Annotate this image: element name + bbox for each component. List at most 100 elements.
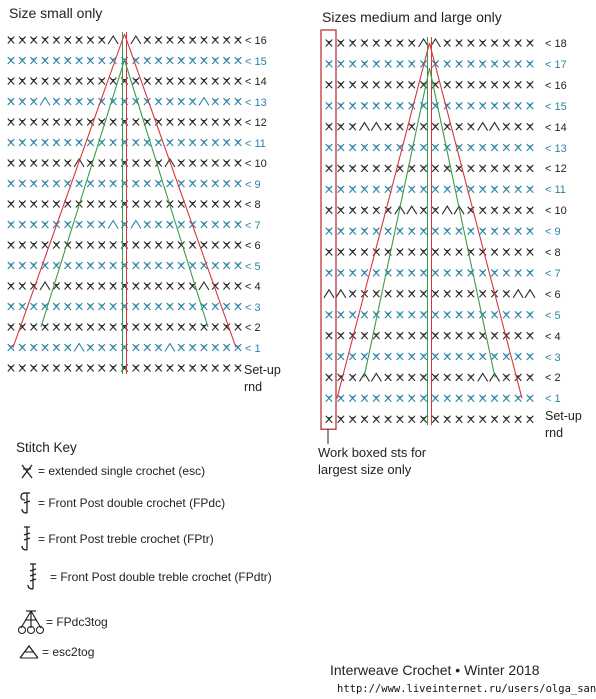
esc-stitch bbox=[109, 118, 117, 126]
esc-stitch bbox=[431, 122, 440, 131]
setup-label-line2: rnd bbox=[545, 426, 564, 440]
esc-stitch bbox=[41, 200, 49, 208]
esc-stitch bbox=[18, 323, 27, 331]
esc-stitch bbox=[479, 394, 487, 403]
esc-stitch bbox=[41, 77, 49, 85]
esc-stitch bbox=[41, 302, 49, 311]
esc-stitch bbox=[7, 179, 15, 188]
fpdc3tog-symbol-icon bbox=[17, 610, 45, 635]
esc-stitch bbox=[52, 118, 61, 126]
esc-stitch bbox=[166, 302, 174, 311]
esc-stitch bbox=[396, 331, 404, 340]
esc-stitch bbox=[337, 331, 345, 340]
esc-stitch bbox=[86, 364, 95, 372]
esc-stitch bbox=[234, 323, 242, 331]
esc-stitch bbox=[166, 118, 174, 126]
esc2tog-stitch bbox=[370, 372, 382, 382]
esc-stitch bbox=[337, 394, 345, 403]
esc-stitch bbox=[348, 80, 357, 89]
esc-stitch bbox=[98, 159, 106, 167]
esc-stitch bbox=[372, 80, 380, 89]
esc-stitch bbox=[30, 56, 38, 65]
esc-stitch bbox=[419, 164, 428, 173]
esc-stitch bbox=[467, 310, 475, 319]
esc-stitch bbox=[188, 118, 197, 126]
esc-stitch bbox=[86, 323, 95, 331]
esc2tog-stitch bbox=[441, 205, 453, 215]
esc-stitch bbox=[502, 227, 511, 235]
esc-stitch bbox=[455, 331, 463, 340]
esc-stitch bbox=[211, 343, 219, 352]
esc2tog-stitch bbox=[164, 342, 176, 352]
esc-stitch bbox=[325, 331, 333, 340]
esc-stitch bbox=[98, 282, 106, 290]
esc-stitch bbox=[52, 138, 61, 147]
chart-ml-setup-label: Set-up rnd bbox=[545, 408, 582, 442]
esc-stitch bbox=[514, 269, 522, 277]
esc-stitch bbox=[86, 241, 95, 249]
esc-stitch bbox=[109, 200, 117, 208]
row-label: < 8 bbox=[545, 247, 561, 259]
esc2tog-stitch bbox=[73, 157, 85, 168]
esc-stitch bbox=[7, 159, 15, 167]
esc-stitch bbox=[234, 261, 242, 270]
esc-stitch bbox=[419, 269, 428, 277]
esc-stitch bbox=[200, 179, 208, 188]
row-label: < 10 bbox=[545, 205, 567, 218]
esc2tog-stitch bbox=[73, 342, 85, 352]
esc-stitch bbox=[166, 323, 174, 331]
esc-stitch bbox=[325, 185, 333, 194]
esc-stitch bbox=[177, 77, 185, 85]
esc-stitch bbox=[75, 282, 83, 290]
esc-stitch bbox=[502, 415, 511, 424]
esc-stitch bbox=[132, 138, 140, 147]
esc2tog-stitch bbox=[524, 288, 536, 299]
esc-stitch bbox=[337, 101, 345, 110]
esc-stitch bbox=[7, 77, 15, 85]
esc-stitch bbox=[325, 60, 333, 68]
esc-stitch bbox=[325, 164, 333, 173]
right-inner-post bbox=[123, 59, 209, 328]
esc-stitch bbox=[408, 80, 416, 89]
esc-stitch bbox=[337, 143, 345, 152]
esc-stitch bbox=[360, 206, 369, 215]
esc-stitch bbox=[348, 269, 357, 277]
esc-stitch bbox=[132, 282, 140, 290]
esc-stitch bbox=[396, 373, 404, 382]
esc-stitch bbox=[234, 364, 242, 372]
stitch-key-title: Stitch Key bbox=[16, 440, 77, 455]
esc-stitch bbox=[154, 138, 163, 147]
esc-stitch bbox=[479, 310, 487, 319]
esc-stitch bbox=[360, 227, 369, 235]
esc-stitch bbox=[479, 60, 487, 68]
esc-stitch bbox=[396, 227, 404, 235]
esc-stitch bbox=[360, 143, 369, 152]
esc-stitch bbox=[188, 159, 197, 167]
esc-stitch bbox=[337, 352, 345, 361]
esc-stitch bbox=[372, 394, 380, 403]
esc2tog-stitch bbox=[418, 37, 430, 48]
esc-stitch bbox=[443, 39, 451, 47]
esc-stitch bbox=[408, 185, 416, 194]
esc-stitch bbox=[348, 122, 357, 131]
esc-stitch bbox=[408, 269, 416, 277]
esc-stitch bbox=[109, 56, 117, 65]
row-label: < 1 bbox=[545, 393, 561, 406]
esc-stitch bbox=[419, 415, 428, 424]
esc2tog-stitch bbox=[39, 96, 51, 106]
esc-stitch bbox=[41, 118, 49, 126]
esc-stitch bbox=[234, 282, 242, 290]
esc-stitch bbox=[467, 415, 475, 424]
esc-stitch bbox=[372, 289, 380, 298]
esc-stitch bbox=[30, 302, 38, 311]
esc-stitch bbox=[7, 241, 15, 249]
esc-stitch bbox=[52, 56, 61, 65]
esc-stitch bbox=[154, 159, 163, 167]
esc-stitch bbox=[479, 227, 487, 235]
esc-stitch bbox=[372, 185, 380, 194]
esc-stitch bbox=[7, 138, 15, 147]
boxed-note-line1: Work boxed sts for bbox=[318, 445, 427, 460]
esc-stitch bbox=[396, 164, 404, 173]
esc-stitch bbox=[98, 56, 106, 65]
esc-stitch bbox=[502, 122, 511, 131]
